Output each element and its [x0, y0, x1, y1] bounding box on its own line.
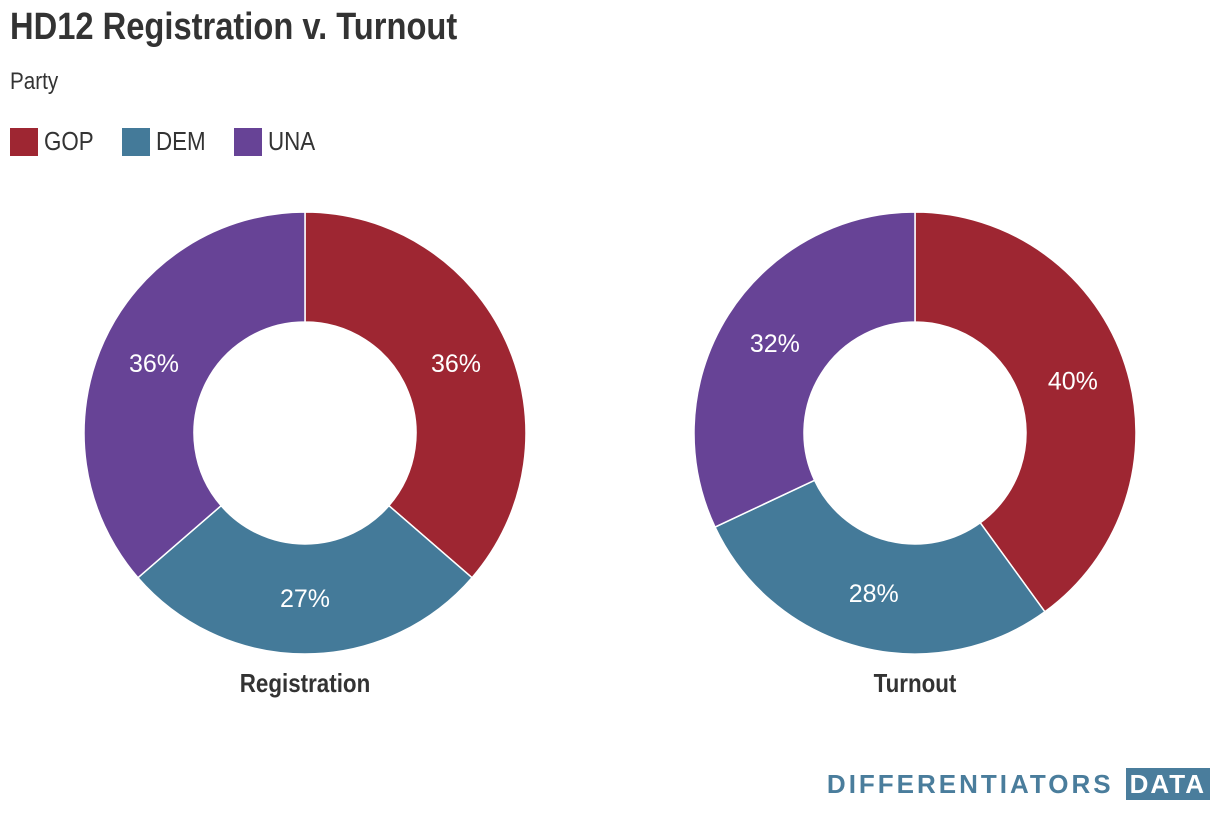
- legend-item-dem[interactable]: DEM: [121, 126, 214, 157]
- turnout-label-una: 32%: [750, 330, 800, 358]
- turnout-slice-dem[interactable]: [714, 479, 1046, 655]
- turnout-slice-una[interactable]: [693, 211, 916, 529]
- legend-label-gop: GOP: [44, 126, 94, 156]
- legend-item-una[interactable]: UNA: [233, 126, 323, 157]
- legend: GOP DEM UNA: [10, 126, 342, 157]
- registration-slice-una[interactable]: [83, 211, 306, 579]
- turnout-chart-title: Turnout: [873, 668, 957, 698]
- registration-label-una: 36%: [129, 350, 179, 378]
- turnout-label-dem: 28%: [849, 580, 899, 608]
- legend-label-una: UNA: [267, 126, 315, 156]
- brand-logo: DIFFERENTIATORS DATA: [827, 768, 1210, 800]
- brand-data-box: DATA: [1125, 768, 1210, 800]
- brand-wordmark: DIFFERENTIATORS: [826, 768, 1114, 799]
- turnout-label-gop: 40%: [1048, 368, 1098, 396]
- chart-title: HD12 Registration v. Turnout: [10, 6, 458, 48]
- turnout-slice-gop[interactable]: [914, 211, 1137, 613]
- registration-label-gop: 36%: [431, 350, 481, 378]
- donut-charts: 36% 27% 36% 40% 28% 32%: [83, 211, 1137, 655]
- legend-swatch-gop: [10, 127, 38, 156]
- legend-swatch-dem: [121, 127, 150, 156]
- registration-label-dem: 27%: [280, 585, 330, 613]
- legend-item-gop[interactable]: GOP: [10, 126, 102, 157]
- registration-slice-gop[interactable]: [304, 211, 527, 579]
- legend-label-dem: DEM: [155, 126, 206, 156]
- legend-swatch-una: [233, 127, 262, 156]
- registration-chart-title: Registration: [239, 668, 371, 698]
- registration-slice-dem[interactable]: [136, 504, 474, 655]
- chart-subtitle: Party: [10, 68, 59, 95]
